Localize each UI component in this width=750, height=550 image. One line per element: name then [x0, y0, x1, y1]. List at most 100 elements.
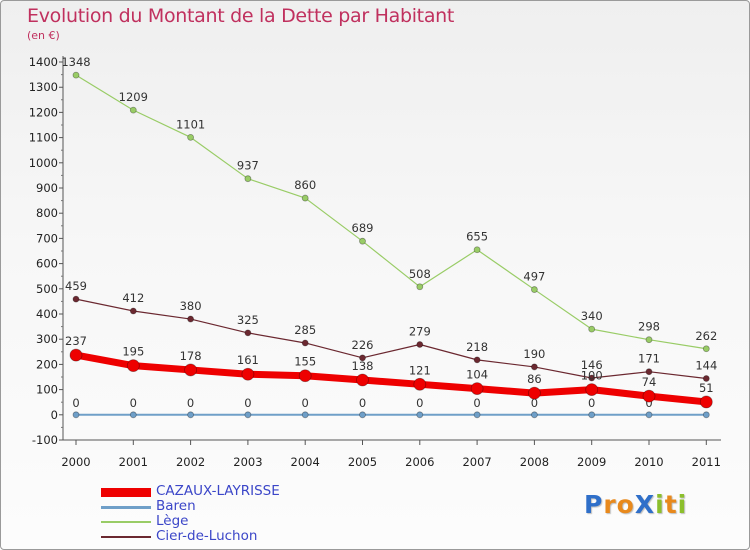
data-point-l-ge [301, 194, 309, 202]
x-tick-label: 2009 [577, 455, 606, 469]
data-label-cazaux-layrisse: 121 [409, 363, 431, 377]
data-label-l-ge: 497 [523, 270, 545, 284]
data-point-l-ge [473, 246, 481, 254]
data-point-cier-de-luchon [416, 341, 424, 348]
data-point-l-ge [702, 345, 710, 353]
data-point-l-ge [416, 283, 424, 291]
data-point-baren [588, 411, 596, 419]
data-label-baren: 0 [416, 396, 423, 410]
data-point-cazaux-layrisse [241, 367, 255, 381]
data-point-cazaux-layrisse [470, 382, 484, 395]
legend-label-l-ge: Lège [156, 513, 189, 529]
data-point-cazaux-layrisse [126, 359, 140, 373]
y-tick-label: 300 [36, 332, 58, 346]
data-point-cazaux-layrisse [585, 383, 599, 397]
brand-letter: r [603, 490, 617, 519]
data-point-baren [645, 411, 653, 419]
x-tick-label: 2002 [176, 455, 205, 469]
data-point-l-ge [129, 106, 137, 114]
data-point-cazaux-layrisse [184, 363, 198, 377]
x-tick-label: 2007 [462, 455, 491, 469]
x-tick-label: 2008 [520, 455, 549, 469]
data-label-baren: 0 [531, 396, 538, 410]
y-tick-label: 200 [36, 357, 58, 371]
y-tick-label: 100 [36, 383, 58, 397]
data-point-baren [416, 411, 424, 419]
data-point-baren [473, 411, 481, 419]
data-point-cier-de-luchon [359, 354, 366, 362]
legend-item-cier-de-luchon: Cier-de-Luchon [101, 528, 341, 545]
data-label-cier-de-luchon: 412 [122, 291, 144, 305]
data-point-cier-de-luchon [702, 375, 710, 382]
data-point-l-ge [72, 71, 80, 79]
series-line-l-ge [75, 74, 707, 350]
data-label-baren: 0 [645, 396, 652, 410]
data-point-l-ge [359, 237, 366, 245]
data-label-cazaux-layrisse: 138 [352, 359, 374, 373]
y-tick-label: 400 [36, 307, 58, 321]
y-tick-label: 1100 [29, 131, 58, 145]
brand-letter: X [634, 490, 656, 519]
data-point-baren [531, 411, 538, 419]
brand-letter: P [584, 490, 604, 519]
data-label-l-ge: 1348 [61, 55, 90, 69]
data-label-cazaux-layrisse: 178 [180, 349, 202, 363]
x-tick-label: 2010 [634, 455, 663, 469]
data-label-cier-de-luchon: 218 [466, 340, 488, 354]
data-point-cier-de-luchon [645, 368, 653, 376]
data-point-cier-de-luchon [473, 356, 481, 364]
data-label-cazaux-layrisse: 155 [294, 355, 316, 369]
data-label-cier-de-luchon: 325 [237, 313, 259, 327]
data-label-cier-de-luchon: 190 [523, 347, 545, 361]
data-label-baren: 0 [130, 396, 137, 410]
data-point-cazaux-layrisse [699, 395, 713, 409]
data-label-cazaux-layrisse: 100 [581, 369, 603, 383]
y-tick-label: 1000 [29, 156, 58, 170]
data-point-cier-de-luchon [531, 363, 538, 371]
y-tick-label: -100 [32, 433, 58, 447]
data-label-cazaux-layrisse: 51 [699, 381, 714, 395]
brand-letter: t [664, 490, 678, 519]
x-tick-label: 2005 [348, 455, 377, 469]
data-label-l-ge: 655 [466, 230, 488, 244]
data-label-baren: 0 [588, 396, 595, 410]
y-tick-label: 700 [36, 231, 58, 245]
data-label-l-ge: 508 [409, 267, 431, 281]
data-point-cazaux-layrisse [413, 377, 427, 391]
data-label-baren: 0 [473, 396, 480, 410]
y-tick-label: 800 [36, 206, 58, 220]
chart-title: Evolution du Montant de la Dette par Hab… [27, 5, 455, 27]
series-line-cier-de-luchon [75, 298, 707, 380]
y-tick-label: 0 [51, 408, 58, 422]
legend-item-cazaux-layrisse: CAZAUX-LAYRISSE [101, 483, 341, 500]
legend-label-baren: Baren [156, 498, 196, 514]
data-label-baren: 0 [359, 396, 366, 410]
data-label-cier-de-luchon: 144 [695, 359, 717, 373]
data-label-cazaux-layrisse: 237 [65, 334, 87, 348]
data-point-cazaux-layrisse [298, 369, 312, 383]
data-label-cier-de-luchon: 279 [409, 324, 431, 338]
data-point-l-ge [244, 175, 252, 183]
data-point-l-ge [588, 325, 596, 333]
data-point-cier-de-luchon [244, 329, 252, 337]
data-label-l-ge: 937 [237, 159, 259, 173]
y-tick-label: 500 [36, 282, 58, 296]
data-label-baren: 0 [302, 396, 309, 410]
data-label-cazaux-layrisse: 86 [527, 372, 542, 386]
data-label-cazaux-layrisse: 104 [466, 368, 488, 382]
brand-letter: o [616, 490, 635, 519]
data-point-baren [244, 411, 252, 419]
data-label-l-ge: 1101 [176, 117, 205, 131]
data-label-cier-de-luchon: 459 [65, 279, 87, 293]
data-label-l-ge: 1209 [119, 90, 148, 104]
data-label-baren: 0 [187, 396, 194, 410]
data-label-cazaux-layrisse: 74 [642, 375, 657, 389]
legend-swatch-cazaux-layrisse [101, 487, 151, 497]
data-label-baren: 0 [244, 396, 251, 410]
data-point-cier-de-luchon [72, 295, 80, 303]
data-label-cier-de-luchon: 380 [180, 299, 202, 313]
legend-swatch-l-ge [101, 521, 151, 523]
data-point-cier-de-luchon [588, 374, 596, 382]
data-label-cier-de-luchon: 226 [352, 338, 374, 352]
